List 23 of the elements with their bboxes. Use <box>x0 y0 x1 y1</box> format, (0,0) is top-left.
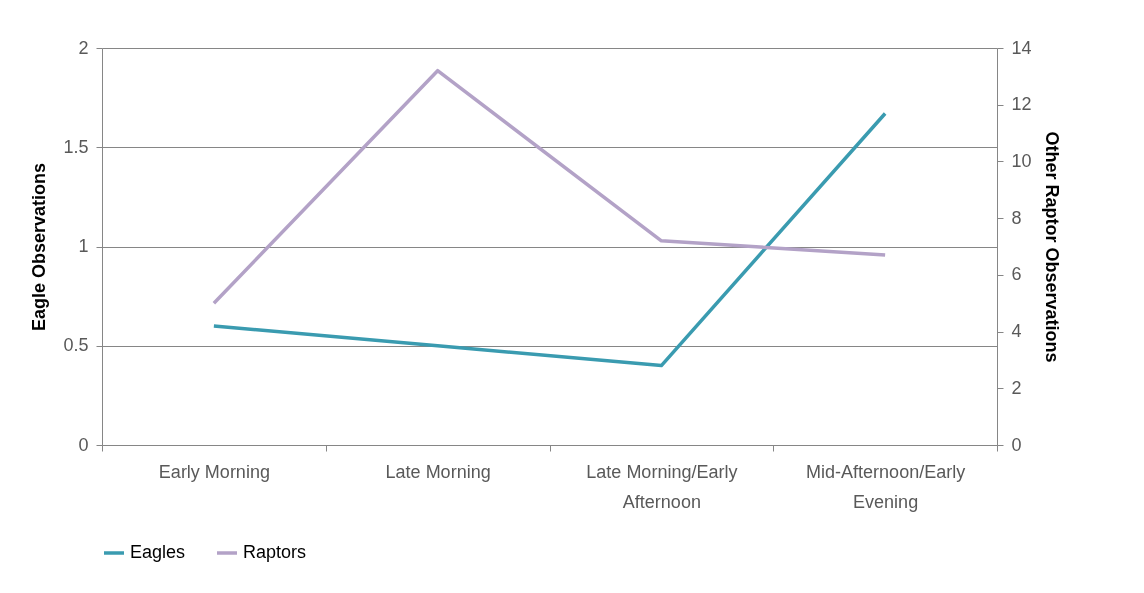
y2-tick-label: 8 <box>1011 207 1022 228</box>
y2-tick-label: 12 <box>1011 94 1032 115</box>
x-tick-label: Late Morning <box>385 461 491 482</box>
y-axis-title: Eagle Observations <box>29 162 50 332</box>
y2-tick-label: 14 <box>1011 37 1032 58</box>
legend-label: Eagles <box>130 542 186 562</box>
y2-tick-label: 10 <box>1011 150 1032 171</box>
x-tick-label: Mid-Afternoon/Early Evening <box>806 461 966 512</box>
y-tick-label: 0 <box>78 434 89 455</box>
x-tick-label: Late Morning/Early Afternoon <box>586 461 738 512</box>
y-tick-label: 0.5 <box>63 335 89 356</box>
y-tick-label: 1 <box>78 236 89 256</box>
y2-tick-label: 4 <box>1011 321 1022 342</box>
y-tick-label: 2 <box>78 37 89 58</box>
y-tick-label: 1.5 <box>63 136 89 157</box>
y2-tick-label: 0 <box>1011 434 1022 455</box>
y2-tick-label: 6 <box>1011 264 1022 285</box>
line-series <box>212 111 887 368</box>
legend-label: Raptors <box>243 542 307 562</box>
x-tick-label: Early Morning <box>158 461 270 482</box>
line-series <box>212 68 887 305</box>
y2-axis-title: Other Raptor Observations <box>1041 131 1062 363</box>
y2-tick-label: 2 <box>1011 377 1022 398</box>
